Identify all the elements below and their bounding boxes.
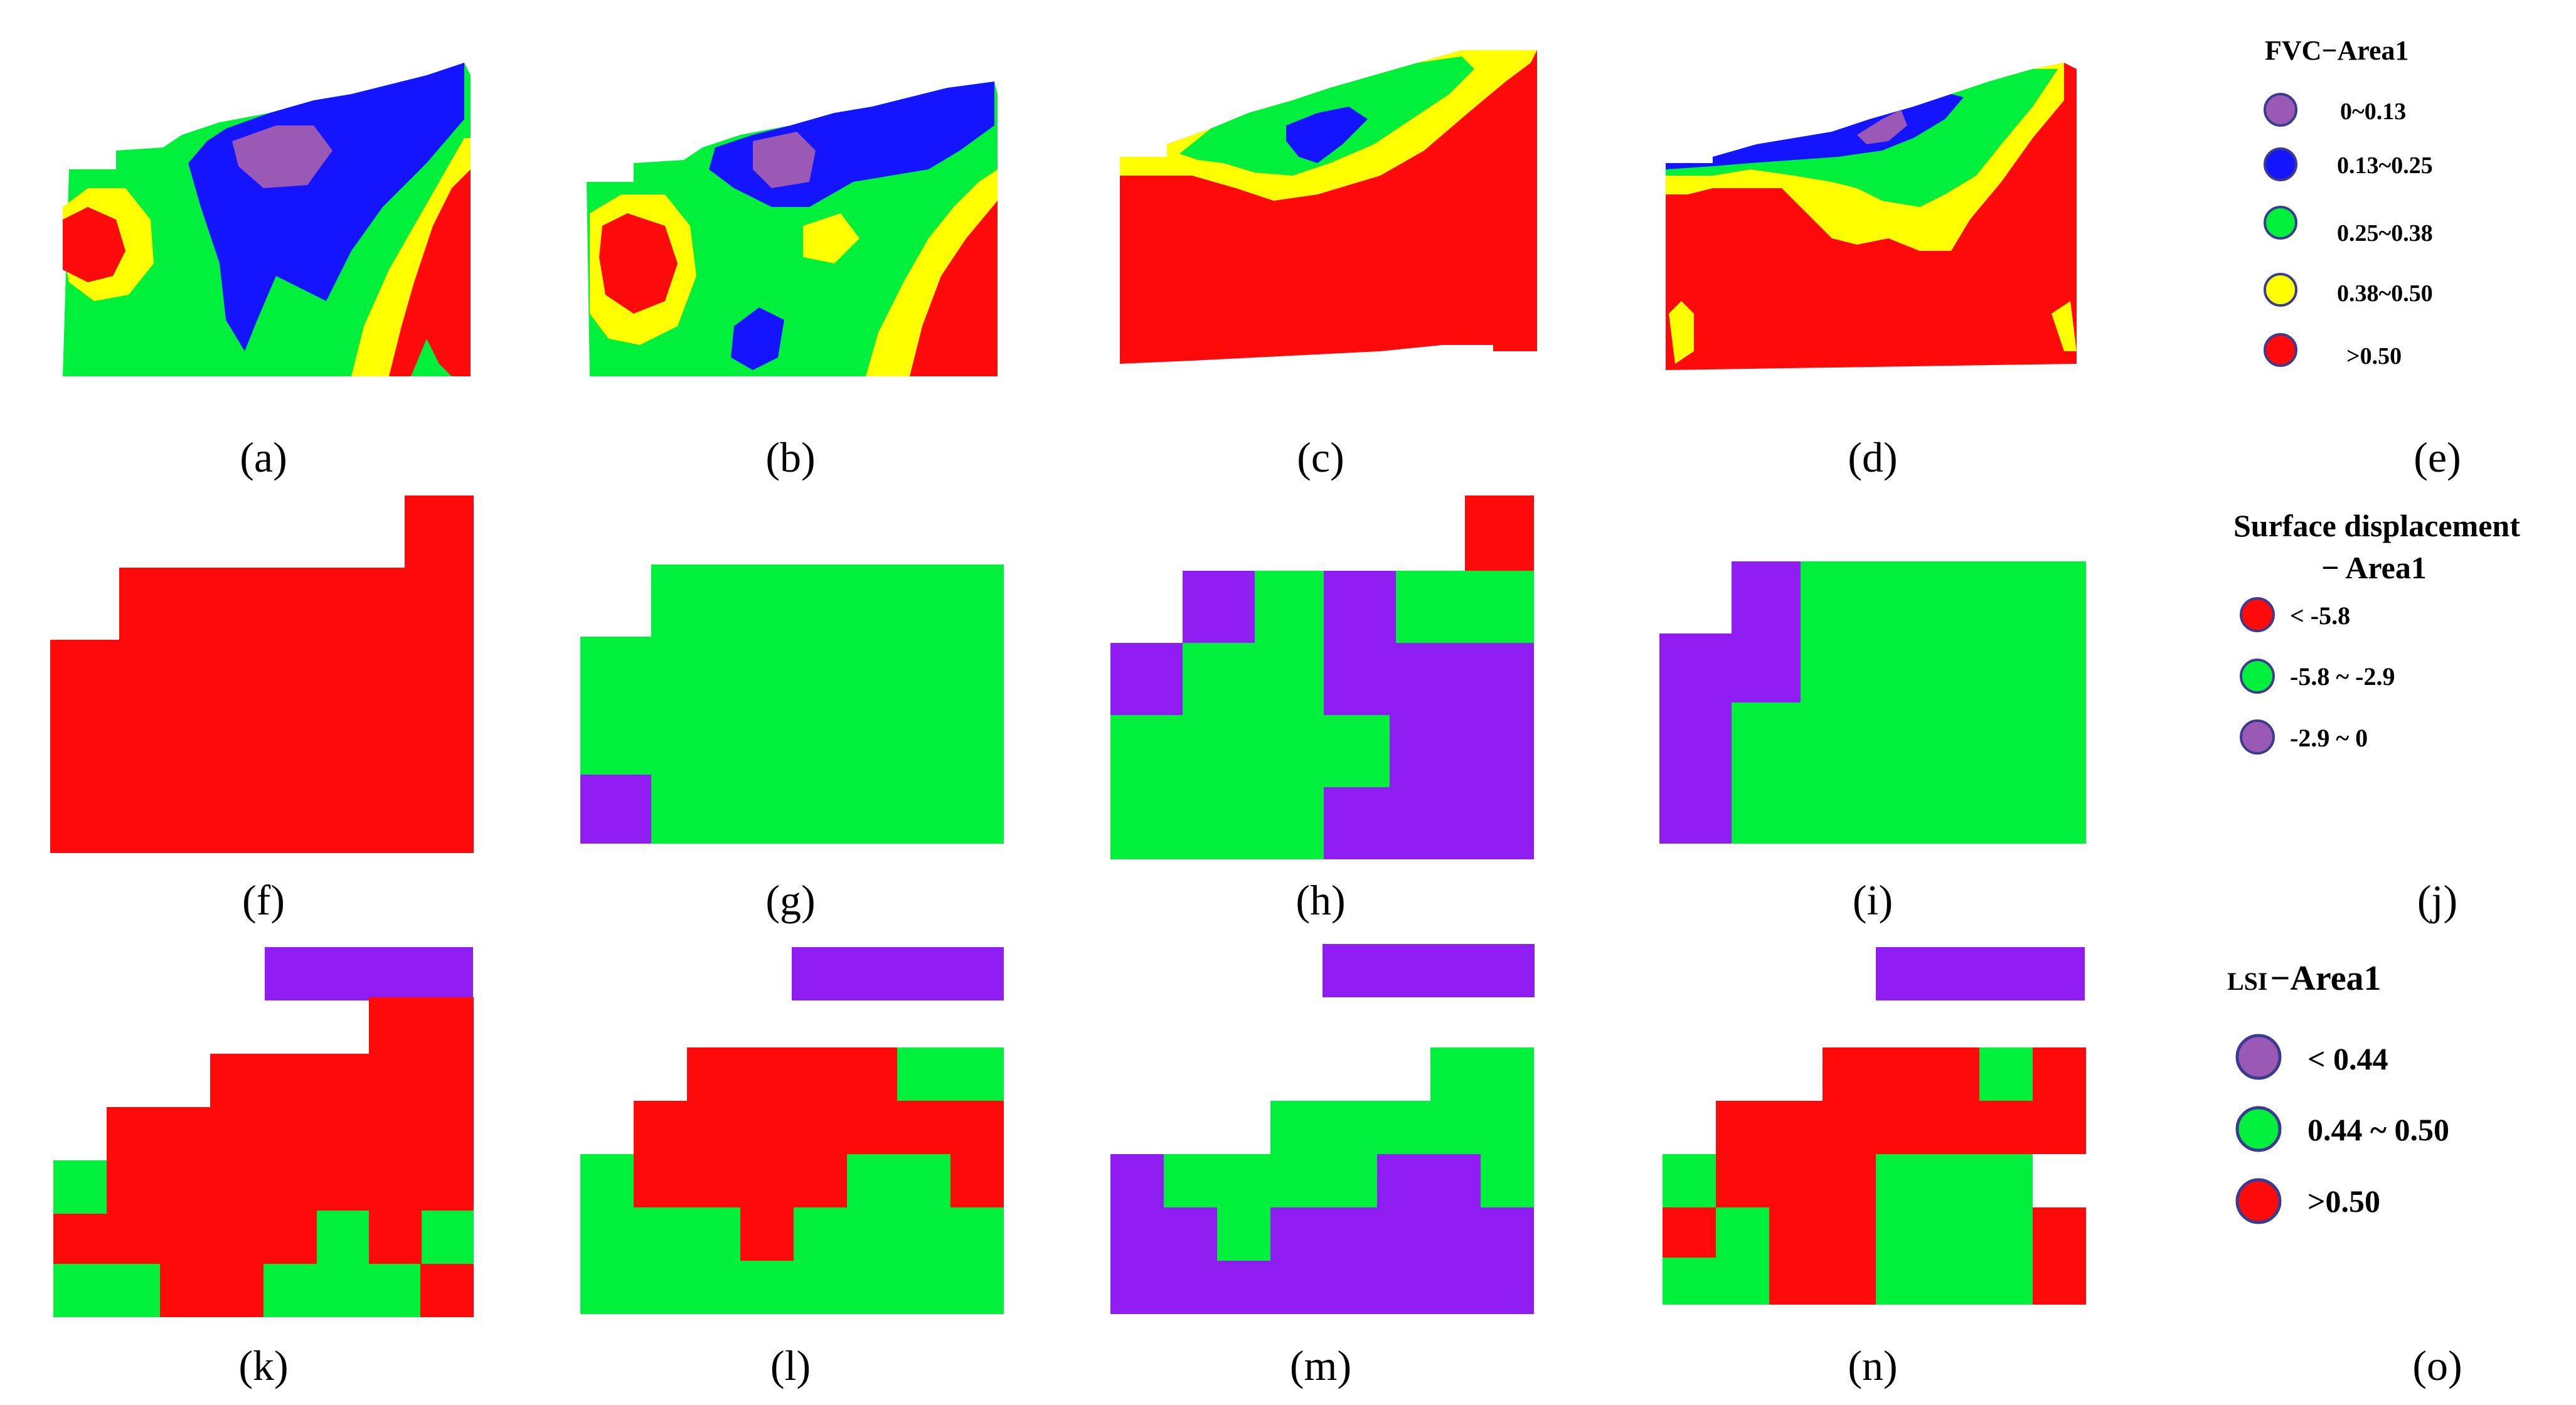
- legend-lsi-label-3: >0.50: [2307, 1184, 2380, 1219]
- panel-label-o: (o): [2412, 1342, 2462, 1389]
- lsi-map-n: [1663, 947, 2086, 1305]
- legend-disp-item-2: -5.8 ~ -2.9: [2240, 659, 2395, 694]
- disp-map-g: [580, 565, 1004, 844]
- legend-lsi-swatch-3: [2235, 1178, 2282, 1224]
- panel-label-f: (f): [242, 876, 285, 924]
- panel-label-b: (b): [765, 433, 815, 481]
- legend-lsi-swatch-1: [2235, 1034, 2282, 1080]
- legend-lsi-label-2: 0.44 ~ 0.50: [2307, 1112, 2449, 1147]
- legend-lsi-label-1: < 0.44: [2307, 1041, 2388, 1076]
- lsi-map-k: [53, 947, 474, 1317]
- legend-fvc-swatch-1: [2264, 93, 2297, 127]
- disp-map-h: [1110, 496, 1534, 859]
- lsi-map-m: [1110, 944, 1535, 1314]
- fvc-map-d: [1666, 63, 2077, 370]
- fvc-map-b: [587, 82, 998, 376]
- legend-lsi-item-1: < 0.44: [2235, 1034, 2388, 1080]
- legend-lsi-title: LSI −Area1: [2227, 959, 2382, 998]
- legend-fvc-item-2: 0.13~0.25: [2264, 147, 2433, 181]
- legend-disp-label-2: -5.8 ~ -2.9: [2290, 662, 2395, 691]
- legend-displacement: Surface displacement − Area1 < -5.8 -5.8…: [2233, 508, 2520, 755]
- legend-fvc-swatch-2: [2264, 147, 2297, 181]
- panel-label-e: (e): [2414, 433, 2461, 481]
- legend-fvc-item-4: 0.38~0.50: [2264, 273, 2433, 307]
- legend-lsi-swatch-2: [2235, 1106, 2282, 1152]
- legend-fvc-swatch-4: [2264, 273, 2297, 307]
- legend-fvc-swatch-3: [2264, 206, 2297, 240]
- panel-label-i: (i): [1853, 876, 1893, 924]
- panel-label-n: (n): [1848, 1342, 1897, 1389]
- legend-lsi-title-suffix: −Area1: [2270, 959, 2382, 998]
- legend-lsi-title-prefix: LSI: [2227, 967, 2268, 995]
- fvc-map-a: [63, 63, 471, 376]
- legend-fvc-title: FVC−Area1: [2265, 35, 2409, 66]
- panel-label-h: (h): [1296, 876, 1345, 924]
- legend-fvc-item-1: 0~0.13: [2264, 93, 2406, 127]
- panel-label-a: (a): [240, 433, 287, 481]
- panel-label-c: (c): [1297, 433, 1344, 481]
- panel-labels: (a) (b) (c) (d) (e) (f) (g) (h) (i) (j) …: [238, 433, 2462, 1389]
- legend-fvc-swatch-5: [2264, 333, 2297, 367]
- lsi-map-l: [580, 947, 1004, 1314]
- legend-fvc-label-4: 0.38~0.50: [2337, 280, 2433, 307]
- legend-disp-title-2: − Area1: [2321, 550, 2427, 585]
- panel-label-g: (g): [765, 876, 815, 924]
- legend-fvc-label-1: 0~0.13: [2340, 98, 2406, 125]
- legend-disp-label-3: -2.9 ~ 0: [2290, 724, 2368, 752]
- panel-label-m: (m): [1290, 1342, 1351, 1389]
- legend-disp-item-1: < -5.8: [2240, 597, 2350, 632]
- legend-disp-swatch-1: [2240, 597, 2275, 632]
- legend-disp-swatch-2: [2240, 659, 2275, 694]
- legend-fvc: FVC−Area1 0~0.13 0.13~0.25 0.25~0.38 0.3…: [2264, 35, 2433, 369]
- legend-disp-item-3: -2.9 ~ 0: [2240, 719, 2368, 755]
- legend-fvc-label-2: 0.13~0.25: [2337, 152, 2433, 179]
- legend-lsi-item-3: >0.50: [2235, 1178, 2380, 1224]
- legend-lsi-item-2: 0.44 ~ 0.50: [2235, 1106, 2449, 1152]
- legend-fvc-item-5: >0.50: [2264, 333, 2402, 369]
- panel-label-k: (k): [238, 1342, 288, 1389]
- legend-disp-label-1: < -5.8: [2290, 602, 2350, 630]
- fvc-map-c: [1120, 50, 1537, 364]
- legend-disp-swatch-3: [2240, 719, 2275, 755]
- panel-label-l: (l): [770, 1342, 811, 1389]
- legend-fvc-label-3: 0.25~0.38: [2337, 220, 2433, 247]
- legend-lsi: LSI −Area1 < 0.44 0.44 ~ 0.50 >0.50: [2227, 959, 2449, 1224]
- legend-fvc-label-5: >0.50: [2346, 343, 2402, 369]
- panel-label-d: (d): [1848, 433, 1897, 481]
- panel-label-j: (j): [2417, 876, 2457, 924]
- disp-map-f: [50, 496, 474, 853]
- legend-fvc-item-3: 0.25~0.38: [2264, 206, 2433, 247]
- disp-map-i: [1659, 561, 2086, 844]
- legend-disp-title-1: Surface displacement: [2233, 508, 2520, 543]
